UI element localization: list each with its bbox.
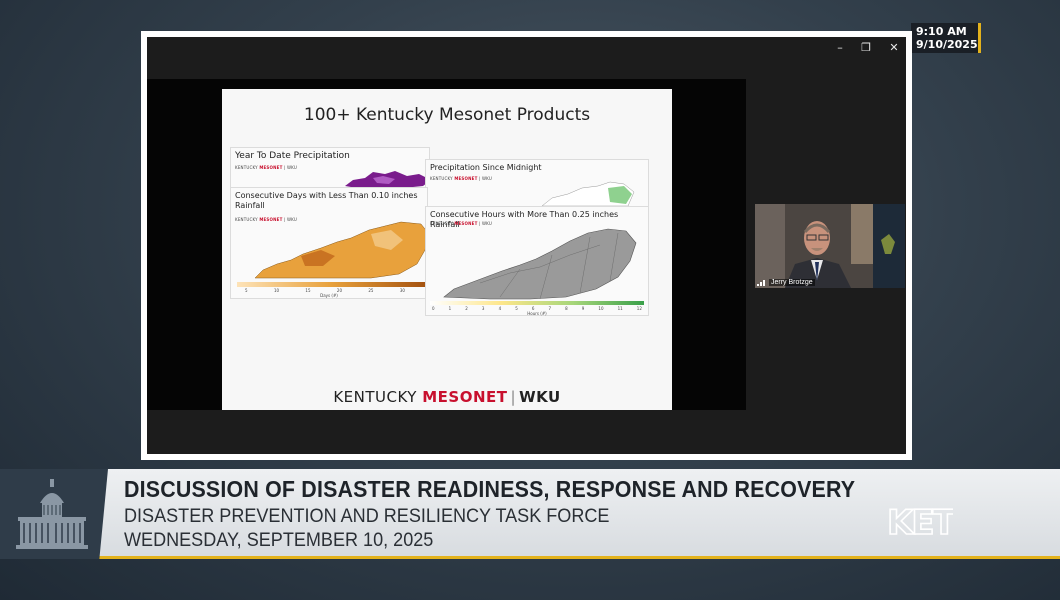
gray-hours-map: [443, 228, 637, 300]
close-button[interactable]: ✕: [889, 41, 899, 54]
clock-date: 9/10/2025: [916, 38, 978, 51]
panel-title: Consecutive Hours with More Than 0.25 in…: [430, 210, 619, 229]
slide-title: 100+ Kentucky Mesonet Products: [303, 105, 591, 125]
lower-third-banner: DISCUSSION OF DISASTER READINESS, RESPON…: [0, 469, 1060, 559]
minimize-button[interactable]: –: [837, 41, 843, 54]
panel-title: Consecutive Days with Less Than 0.10 inc…: [235, 191, 418, 210]
mesonet-wku-logo: KENTUCKY MESONET | WKU: [333, 388, 561, 406]
days-colorbar: [237, 282, 425, 287]
orange-days-map: [254, 221, 430, 279]
panel-consecutive-days: Consecutive Days with Less Than 0.10 inc…: [230, 187, 430, 299]
committee-name: DISASTER PREVENTION AND RESILIENCY TASK …: [124, 506, 610, 527]
speaker-image: [755, 204, 905, 288]
svg-text:KET: KET: [887, 504, 953, 538]
hours-ticks: 0 1 2 3 4 5 6 7 8 9 10 11 12: [432, 306, 642, 311]
clock-badge: 9:10 AM 9/10/2025: [911, 23, 981, 53]
green-precip-map: [541, 181, 635, 207]
participant-video[interactable]: Jerry Brotzge: [755, 204, 905, 288]
panel-since-midnight: Precipitation Since Midnight KENTUCKY ME…: [425, 159, 649, 209]
capitol-emblem: [0, 469, 108, 559]
hours-colorbar: [430, 301, 644, 305]
panel-title: Precipitation Since Midnight: [430, 163, 542, 172]
participant-name: Jerry Brotzge: [769, 279, 815, 286]
mini-brand: KENTUCKY MESONET | WKU: [430, 221, 493, 226]
mini-brand: KENTUCKY MESONET | WKU: [235, 165, 298, 170]
mini-brand: KENTUCKY MESONET | WKU: [430, 176, 493, 181]
days-ticks: 5 10 15 20 25 30: [245, 288, 405, 293]
panel-title: Year To Date Precipitation: [235, 151, 350, 161]
screen-share-area: 100+ Kentucky Mesonet Products Year To D…: [147, 79, 746, 410]
panel-consecutive-hours: Consecutive Hours with More Than 0.25 in…: [425, 206, 649, 316]
panel-year-to-date: Year To Date Precipitation KENTUCKY MESO…: [230, 147, 431, 192]
ket-logo: KET: [886, 504, 953, 538]
mini-brand: KENTUCKY MESONET | WKU: [235, 217, 298, 222]
restore-button[interactable]: ❐: [861, 41, 871, 54]
clock-time: 9:10 AM: [916, 25, 967, 38]
presentation-slide: 100+ Kentucky Mesonet Products Year To D…: [222, 89, 672, 410]
days-axis-label: Days (#): [320, 293, 338, 298]
signal-strength-icon: [757, 280, 765, 286]
broadcast-date: WEDNESDAY, SEPTEMBER 10, 2025: [124, 530, 434, 551]
headline: DISCUSSION OF DISASTER READINESS, RESPON…: [124, 476, 856, 502]
capitol-dome-icon: [16, 479, 88, 549]
purple-precip-map: [345, 171, 431, 189]
hours-axis-label: Hours (#): [527, 311, 547, 316]
